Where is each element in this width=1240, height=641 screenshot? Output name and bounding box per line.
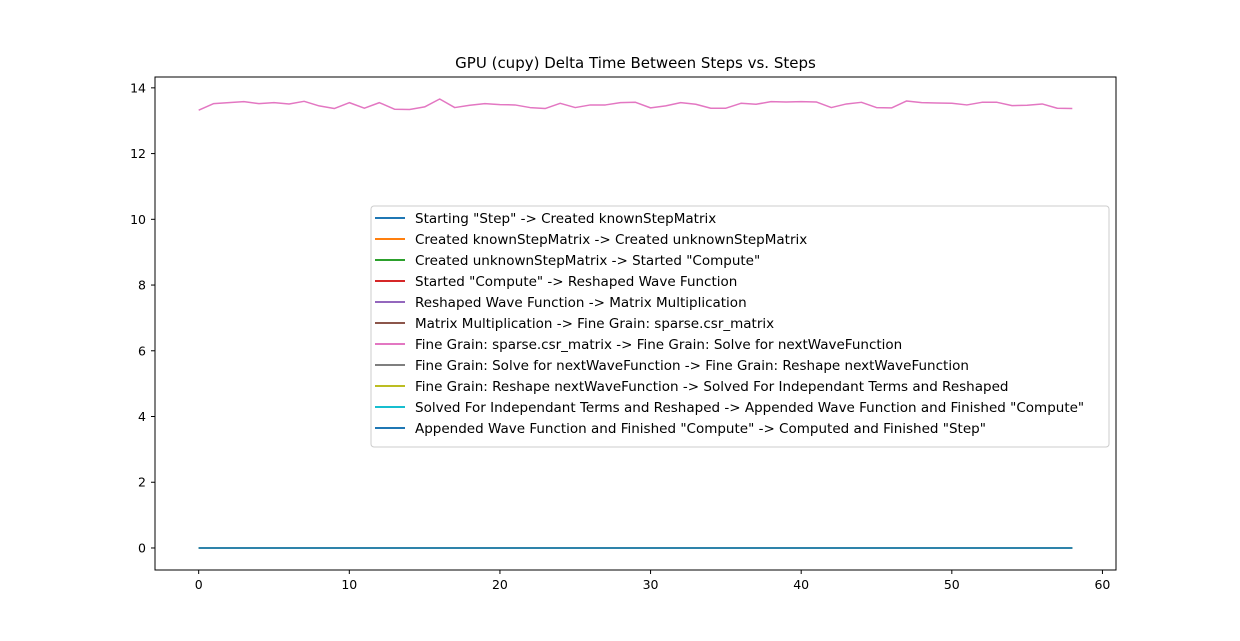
legend-label: Matrix Multiplication -> Fine Grain: spa… (415, 316, 774, 332)
y-tick-label: 4 (138, 409, 146, 424)
legend-label: Solved For Independant Terms and Reshape… (415, 400, 1084, 416)
legend-label: Fine Grain: Solve for nextWaveFunction -… (415, 358, 969, 374)
y-tick-label: 6 (138, 343, 146, 358)
legend-label: Created knownStepMatrix -> Created unkno… (415, 232, 807, 248)
chart-title: GPU (cupy) Delta Time Between Steps vs. … (455, 54, 816, 72)
y-tick-label: 8 (138, 278, 146, 293)
y-tick-label: 14 (130, 80, 146, 95)
plot-frame (154, 76, 1117, 571)
y-tick-label: 2 (138, 475, 146, 490)
legend-box (370, 205, 1110, 448)
x-tick-label: 50 (944, 577, 960, 592)
x-tick-label: 20 (492, 577, 508, 592)
legend-label: Fine Grain: sparse.csr_matrix -> Fine Gr… (415, 337, 902, 353)
y-tick-label: 0 (138, 540, 146, 555)
legend-label: Started "Compute" -> Reshaped Wave Funct… (415, 274, 737, 290)
series-layer (198, 98, 1073, 549)
x-tick-label: 60 (1094, 577, 1110, 592)
x-tick-label: 0 (195, 577, 203, 592)
legend: Starting "Step" -> Created knownStepMatr… (370, 205, 1110, 448)
legend-label: Starting "Step" -> Created knownStepMatr… (415, 211, 716, 227)
x-tick-label: 30 (643, 577, 659, 592)
legend-label: Appended Wave Function and Finished "Com… (415, 421, 986, 437)
y-tick-label: 10 (130, 212, 146, 227)
legend-label: Fine Grain: Reshape nextWaveFunction -> … (415, 379, 1008, 395)
axes-layer: 0 10 20 30 40 50 60 0 2 4 6 8 10 12 14 (130, 76, 1117, 592)
x-tick-label: 40 (793, 577, 809, 592)
y-tick-label: 12 (130, 146, 146, 161)
x-tick-label: 10 (341, 577, 357, 592)
series-line-7 (198, 98, 1073, 111)
legend-label: Created unknownStepMatrix -> Started "Co… (415, 253, 760, 269)
legend-label: Reshaped Wave Function -> Matrix Multipl… (415, 295, 747, 311)
